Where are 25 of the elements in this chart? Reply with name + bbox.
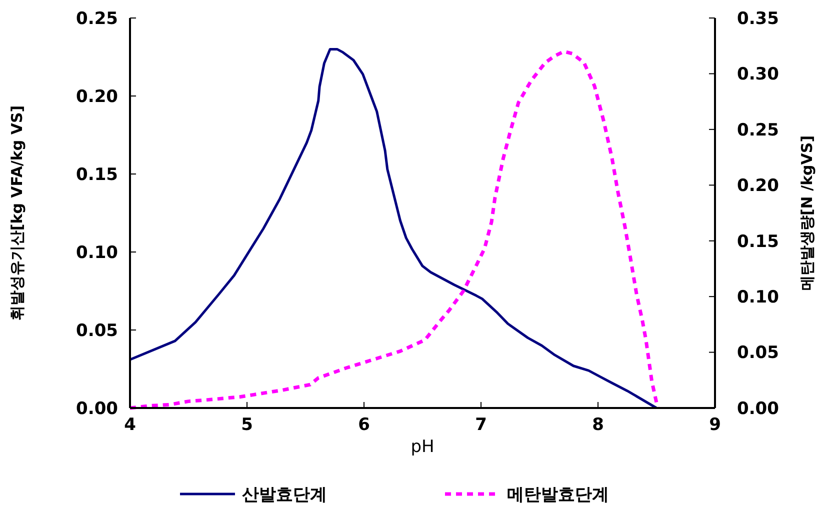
y2-tick-label: 0.25 xyxy=(737,120,779,140)
y2-axis-title: 메탄발생량[N /kgVS] xyxy=(798,135,816,291)
y2-tick-label: 0.35 xyxy=(737,8,779,29)
legend-label: 산발효단계 xyxy=(242,484,327,505)
x-tick-label: 7 xyxy=(475,415,487,435)
x-axis-title: pH xyxy=(410,437,434,457)
y-tick-label: 0.05 xyxy=(76,320,118,341)
y-tick-label: 0.10 xyxy=(76,242,118,263)
x-tick-label: 6 xyxy=(358,415,370,435)
x-tick-label: 4 xyxy=(124,415,136,435)
y-tick-label: 0.20 xyxy=(76,86,118,107)
y-tick-label: 0.00 xyxy=(76,398,118,419)
legend-label: 메탄발효단계 xyxy=(507,484,609,505)
x-tick-label: 5 xyxy=(241,415,253,435)
y2-tick-label: 0.05 xyxy=(737,343,779,364)
y2-tick-label: 0.30 xyxy=(737,64,780,85)
y2-tick-label: 0.00 xyxy=(737,398,780,419)
x-tick-label: 8 xyxy=(592,415,604,435)
y2-tick-label: 0.10 xyxy=(737,288,780,308)
y-axis-title: 휘발성유기산[kg VFA/kg VS] xyxy=(8,105,26,321)
x-tick-label: 9 xyxy=(709,415,721,435)
y2-tick-label: 0.20 xyxy=(737,176,780,196)
y-tick-label: 0.15 xyxy=(76,164,118,185)
y-tick-label: 0.25 xyxy=(76,8,118,29)
y2-tick-label: 0.15 xyxy=(737,232,779,252)
